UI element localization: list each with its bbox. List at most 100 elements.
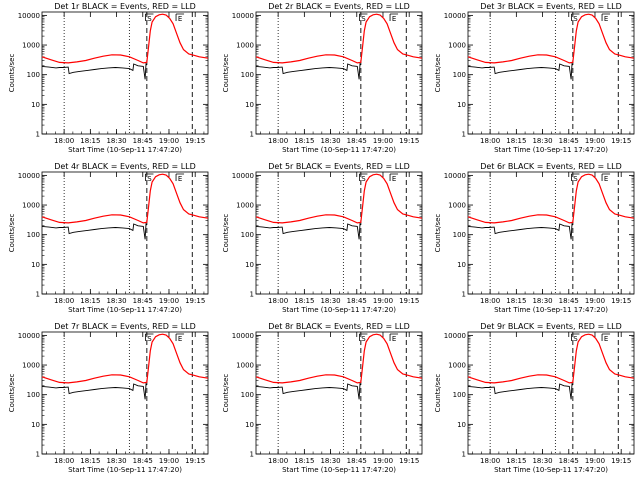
x-tick-label: 18:45: [559, 457, 579, 465]
flag-label: S: [573, 15, 578, 23]
y-tick-label: 1: [36, 131, 40, 139]
y-axis-label: Counts/sec: [8, 54, 16, 93]
flag-marker: [145, 333, 154, 341]
panel-title: Det 3r BLACK = Events, RED = LLD: [480, 2, 622, 11]
flag-label: S: [361, 335, 366, 343]
y-tick-label: 1: [36, 291, 40, 299]
flag-label: S: [147, 335, 152, 343]
x-tick-label: 18:00: [54, 137, 74, 145]
y-tick-label: 1: [250, 291, 254, 299]
detector-panel: Det 7r BLACK = Events, RED = LLD 1 10 100 10…: [8, 322, 209, 474]
x-tick-label: 18:00: [480, 457, 500, 465]
y-tick-label: 1000: [22, 362, 40, 370]
flag-label: E: [178, 335, 182, 343]
flag-marker: [175, 333, 185, 341]
x-axis-label: Start Time (10-Sep-11 17:47:20): [494, 146, 608, 154]
detector-panel: Det 6r BLACK = Events, RED = LLD 1 10 100 10…: [434, 162, 635, 314]
lld-series-line: [255, 13, 423, 64]
plot-frame: [255, 11, 423, 135]
flag-marker: [175, 173, 185, 181]
events-series-line: [255, 62, 362, 80]
x-tick-label: 19:15: [399, 137, 419, 145]
y-tick-label: 10000: [444, 172, 466, 180]
flag-label: E: [392, 15, 396, 23]
y-tick-label: 1000: [448, 362, 466, 370]
flag-label: S: [147, 15, 152, 23]
y-tick-label: 10: [245, 261, 254, 269]
y-tick-label: 100: [241, 231, 254, 239]
y-tick-label: 10: [457, 421, 466, 429]
x-tick-label: 19:15: [399, 457, 419, 465]
lld-series-line: [41, 333, 209, 384]
x-tick-label: 18:15: [506, 457, 526, 465]
plot-frame: [255, 331, 423, 455]
x-tick-label: 19:00: [373, 297, 393, 305]
detector-panel: Det 3r BLACK = Events, RED = LLD 1 10 100 10…: [434, 2, 635, 154]
x-axis-label: Start Time (10-Sep-11 17:47:20): [494, 466, 608, 474]
x-tick-label: 18:30: [106, 457, 126, 465]
plot-frame: [41, 331, 209, 455]
x-tick-label: 18:30: [532, 137, 552, 145]
x-tick-label: 18:30: [320, 457, 340, 465]
events-series-line: [41, 382, 148, 400]
y-tick-label: 10: [457, 101, 466, 109]
flag-marker: [175, 13, 185, 21]
flag-label: E: [392, 175, 396, 183]
x-tick-label: 19:15: [611, 297, 631, 305]
y-tick-label: 100: [27, 391, 40, 399]
events-series-line: [467, 62, 574, 80]
detector-panel: Det 4r BLACK = Events, RED = LLD 1 10 100 10…: [8, 162, 209, 314]
flag-marker: [359, 333, 368, 341]
y-axis-label: Counts/sec: [8, 214, 16, 253]
y-axis-label: Counts/sec: [434, 54, 442, 93]
x-axis-label: Start Time (10-Sep-11 17:47:20): [68, 146, 182, 154]
flag-marker: [389, 13, 399, 21]
panel-title: Det 4r BLACK = Events, RED = LLD: [54, 162, 196, 171]
y-tick-label: 1: [462, 291, 466, 299]
flag-marker: [601, 333, 611, 341]
x-tick-label: 18:00: [268, 137, 288, 145]
x-tick-label: 18:30: [320, 137, 340, 145]
y-axis-label: Counts/sec: [222, 54, 230, 93]
flag-marker: [571, 13, 580, 21]
flag-marker: [571, 333, 580, 341]
x-axis-label: Start Time (10-Sep-11 17:47:20): [282, 466, 396, 474]
plot-frame: [255, 171, 423, 295]
x-tick-label: 18:45: [347, 137, 367, 145]
y-tick-label: 1: [250, 451, 254, 459]
y-tick-label: 1000: [236, 42, 254, 50]
x-tick-label: 18:15: [80, 297, 100, 305]
panel-title: Det 6r BLACK = Events, RED = LLD: [480, 162, 622, 171]
y-tick-label: 10: [31, 421, 40, 429]
plot-frame: [467, 171, 635, 295]
y-tick-label: 10000: [232, 12, 254, 20]
x-tick-label: 19:00: [159, 457, 179, 465]
flag-marker: [145, 173, 154, 181]
x-tick-label: 19:00: [585, 297, 605, 305]
plot-frame: [467, 11, 635, 135]
y-tick-label: 1: [462, 451, 466, 459]
flag-label: E: [604, 15, 608, 23]
y-tick-label: 100: [241, 391, 254, 399]
events-series-line: [41, 62, 148, 80]
x-tick-label: 19:15: [399, 297, 419, 305]
x-tick-label: 18:45: [347, 457, 367, 465]
flag-label: E: [178, 175, 182, 183]
panel-title: Det 1r BLACK = Events, RED = LLD: [54, 2, 196, 11]
x-tick-label: 18:00: [268, 297, 288, 305]
x-tick-label: 18:15: [80, 137, 100, 145]
y-tick-label: 100: [241, 71, 254, 79]
panel-title: Det 7r BLACK = Events, RED = LLD: [54, 322, 196, 331]
y-tick-label: 1000: [448, 42, 466, 50]
panel-title: Det 5r BLACK = Events, RED = LLD: [268, 162, 410, 171]
detector-panel: Det 9r BLACK = Events, RED = LLD 1 10 100 10…: [434, 322, 635, 474]
x-tick-label: 19:00: [585, 137, 605, 145]
x-tick-label: 18:45: [559, 137, 579, 145]
events-series-line: [255, 222, 362, 240]
flag-marker: [145, 13, 154, 21]
y-tick-label: 1000: [22, 202, 40, 210]
x-tick-label: 18:45: [133, 457, 153, 465]
y-tick-label: 1000: [448, 202, 466, 210]
flag-marker: [601, 13, 611, 21]
flag-label: E: [392, 335, 396, 343]
